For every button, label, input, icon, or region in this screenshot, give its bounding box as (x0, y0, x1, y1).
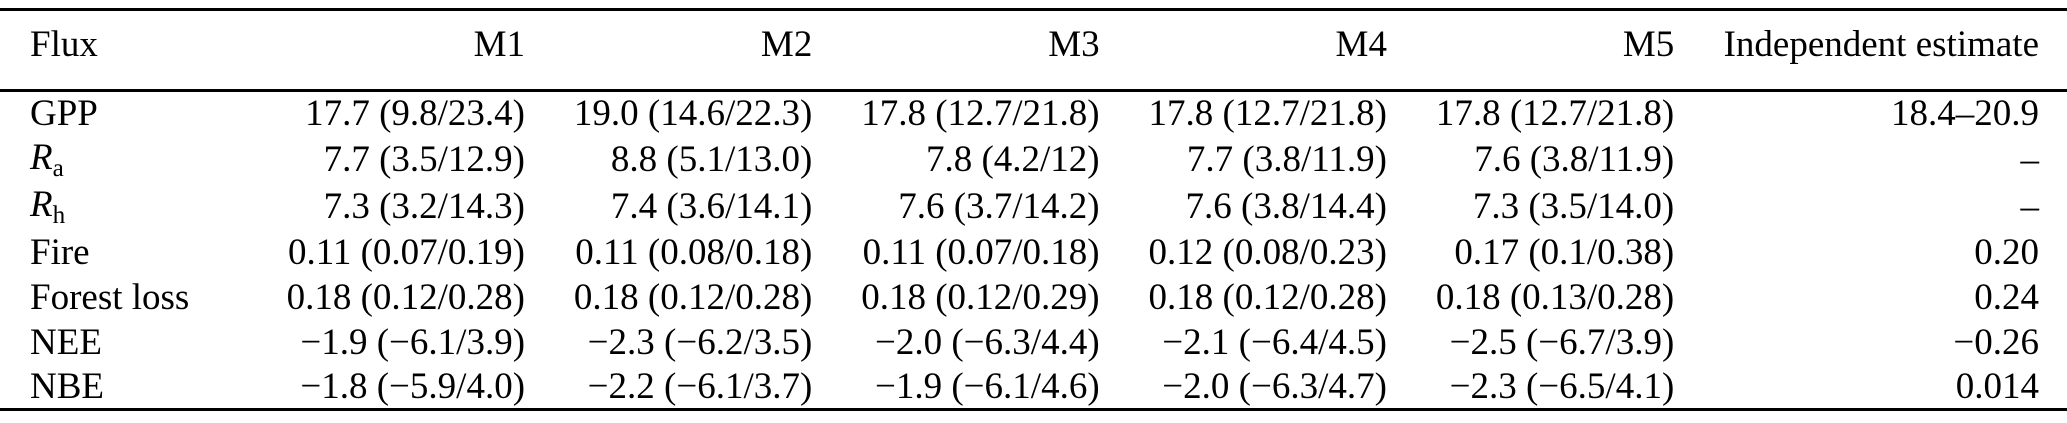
header-row: Flux M1 M2 M3 M4 M5 Independent estimate (0, 9, 2067, 92)
cell-nee-m1: −1.9 (−6.1/3.9) (300, 321, 526, 363)
cell-forest-loss-independent: 0.24 (1974, 276, 2039, 318)
flux-name: NEE (30, 321, 102, 363)
column-header-flux: Flux (0, 9, 238, 92)
cell-nbe-m3: −1.9 (−6.1/4.6) (874, 365, 1100, 407)
cell-ra-m3: 7.8 (4.2/12) (925, 138, 1100, 180)
cell-nbe-m2: −2.2 (−6.1/3.7) (587, 365, 813, 407)
cell-gpp-m2: 19.0 (14.6/22.3) (573, 93, 813, 135)
cell-forest-loss-m3: 0.18 (0.12/0.29) (861, 276, 1100, 318)
cell-ra-m4: 7.7 (3.8/11.9) (1186, 138, 1387, 180)
cell-ra-m2: 8.8 (5.1/13.0) (610, 138, 813, 180)
cell-gpp-m4: 17.8 (12.7/21.8) (1148, 93, 1387, 135)
cell-gpp-independent: 18.4–20.9 (1891, 93, 2039, 135)
column-header-m5: M5 (1386, 9, 1675, 92)
cell-forest-loss-m2: 0.18 (0.12/0.28) (573, 276, 813, 318)
flux-name: Fire (30, 231, 90, 273)
cell-gpp-m3: 17.8 (12.7/21.8) (861, 93, 1100, 135)
cell-nee-m2: −2.3 (−6.2/3.5) (587, 321, 813, 363)
flux-name-subscript: h (52, 201, 66, 229)
row-label-fire: Fire (0, 230, 238, 275)
cell-gpp-m5: 17.8 (12.7/21.8) (1435, 93, 1675, 135)
cell-ra-m5: 7.6 (3.8/11.9) (1474, 138, 1675, 180)
cell-nee-m5: −2.5 (−6.7/3.9) (1449, 321, 1675, 363)
cell-rh-m3: 7.6 (3.7/14.2) (898, 185, 1100, 227)
row-label-ra: Ra (0, 136, 238, 183)
row-label-forest-loss: Forest loss (0, 275, 238, 320)
table-row-rh: Rh 7.3 (3.2/14.3) 7.4 (3.6/14.1) 7.6 (3.… (0, 183, 2067, 230)
cell-nbe-independent: 0.014 (1955, 365, 2039, 407)
flux-name: GPP (30, 93, 98, 135)
column-header-m4: M4 (1099, 9, 1387, 92)
cell-ra-m1: 7.7 (3.5/12.9) (323, 138, 526, 180)
cell-rh-m1: 7.3 (3.2/14.3) (323, 185, 526, 227)
cell-fire-m4: 0.12 (0.08/0.23) (1148, 231, 1387, 273)
cell-nbe-m5: −2.3 (−6.5/4.1) (1449, 365, 1675, 407)
flux-name: NBE (30, 365, 104, 407)
cell-forest-loss-m4: 0.18 (0.12/0.28) (1148, 276, 1387, 318)
table-row-fire: Fire 0.11 (0.07/0.19) 0.11 (0.08/0.18) 0… (0, 230, 2067, 275)
table-row-ra: Ra 7.7 (3.5/12.9) 8.8 (5.1/13.0) 7.8 (4.… (0, 136, 2067, 183)
cell-nbe-m1: −1.8 (−5.9/4.0) (300, 365, 526, 407)
row-label-gpp: GPP (0, 91, 238, 136)
flux-name: R (30, 136, 53, 178)
column-header-m2: M2 (525, 9, 813, 92)
cell-rh-m5: 7.3 (3.5/14.0) (1472, 185, 1675, 227)
cell-fire-m2: 0.11 (0.08/0.18) (575, 231, 813, 273)
cell-forest-loss-m1: 0.18 (0.12/0.28) (286, 276, 526, 318)
cell-fire-m3: 0.11 (0.07/0.18) (862, 231, 1100, 273)
cell-nbe-m4: −2.0 (−6.3/4.7) (1162, 365, 1387, 407)
cell-fire-independent: 0.20 (1974, 231, 2039, 273)
row-label-nbe: NBE (0, 365, 238, 410)
column-header-m1: M1 (237, 9, 526, 92)
cell-rh-m4: 7.6 (3.8/14.4) (1185, 185, 1387, 227)
cell-fire-m5: 0.17 (0.1/0.38) (1454, 231, 1675, 273)
cell-nee-m3: −2.0 (−6.3/4.4) (874, 321, 1100, 363)
column-header-m3: M3 (812, 9, 1100, 92)
flux-name: Forest loss (30, 276, 190, 318)
cell-fire-m1: 0.11 (0.07/0.19) (287, 231, 526, 273)
flux-name-subscript: a (52, 154, 64, 182)
cell-rh-independent: – (2020, 185, 2040, 227)
cell-ra-independent: – (2020, 138, 2040, 180)
table-row-gpp: GPP 17.7 (9.8/23.4) 19.0 (14.6/22.3) 17.… (0, 91, 2067, 136)
table-row-forest-loss: Forest loss 0.18 (0.12/0.28) 0.18 (0.12/… (0, 275, 2067, 320)
flux-table: Flux M1 M2 M3 M4 M5 Independent estimate… (0, 8, 2067, 412)
row-label-rh: Rh (0, 183, 238, 230)
flux-name: R (30, 183, 53, 225)
cell-forest-loss-m5: 0.18 (0.13/0.28) (1435, 276, 1675, 318)
cell-nee-independent: −0.26 (1953, 321, 2039, 363)
column-header-independent-estimate: Independent estimate (1674, 9, 2067, 92)
cell-rh-m2: 7.4 (3.6/14.1) (610, 185, 813, 227)
row-label-nee: NEE (0, 320, 238, 365)
table-row-nbe: NBE −1.8 (−5.9/4.0) −2.2 (−6.1/3.7) −1.9… (0, 365, 2067, 410)
cell-gpp-m1: 17.7 (9.8/23.4) (305, 93, 526, 135)
table-row-nee: NEE −1.9 (−6.1/3.9) −2.3 (−6.2/3.5) −2.0… (0, 320, 2067, 365)
cell-nee-m4: −2.1 (−6.4/4.5) (1162, 321, 1387, 363)
